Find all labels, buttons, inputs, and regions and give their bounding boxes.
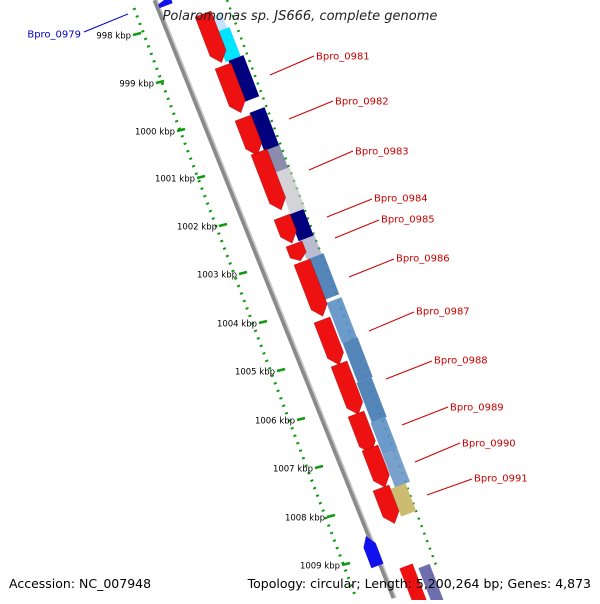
gene-label-leader xyxy=(269,55,315,76)
ruler-tick-mark xyxy=(341,561,351,567)
gene-label[interactable]: Bpro_0990 xyxy=(462,439,516,450)
gene-label[interactable]: Bpro_0983 xyxy=(355,147,409,158)
page-title: Polaromonas sp. JS666, complete genome xyxy=(162,9,438,24)
ruler-tick-mark xyxy=(155,79,165,85)
expression-tile xyxy=(249,107,280,152)
gene-label[interactable]: Bpro_0987 xyxy=(416,307,470,318)
expression-tile xyxy=(382,449,410,488)
ruler-tick-mark xyxy=(258,319,268,325)
gene-label-leader xyxy=(308,150,354,171)
gene-label[interactable]: Bpro_0985 xyxy=(381,215,435,226)
forward-gene-arrow xyxy=(399,563,427,604)
gene-track xyxy=(158,0,444,604)
ruler-tick-mark xyxy=(326,513,336,519)
ruler-tick-mark xyxy=(238,270,248,276)
reverse-gene-arrow xyxy=(363,536,384,569)
gene-label[interactable]: Bpro_0991 xyxy=(474,474,528,485)
gene-label[interactable]: Bpro_0989 xyxy=(450,403,504,414)
genome-summary-text: Topology: circular; Length: 5,200,264 bp… xyxy=(247,576,591,591)
ruler-tick-mark xyxy=(314,464,324,470)
ruler-tick-label: 1006 kbp xyxy=(255,417,295,427)
expression-tile xyxy=(264,145,289,174)
reverse-gene-arrow xyxy=(158,0,173,9)
ruler-tick-label: 1000 kbp xyxy=(135,128,175,138)
gene-label[interactable]: Bpro_0984 xyxy=(374,194,428,205)
gene-labels: Bpro_0979 Bpro_0981 Bpro_0982 Bpro_0983 Bpro… xyxy=(27,13,528,496)
accession-text: Accession: NC_007948 xyxy=(9,576,152,591)
forward-gene-arrow xyxy=(194,10,227,63)
gene-label-leader xyxy=(426,478,473,496)
ruler-ticks: 998 kbp 999 kbp 1000 kbp 1001 kbp 1002 kbp 10… xyxy=(96,31,351,572)
ruler-tick-label: 999 kbp xyxy=(119,80,154,90)
forward-gene-arrow xyxy=(250,148,286,211)
forward-gene-arrow xyxy=(293,258,328,317)
ruler-tick-mark xyxy=(196,174,206,180)
ruler-tick-label: 998 kbp xyxy=(96,32,131,42)
expression-tile xyxy=(326,297,357,344)
gene-label[interactable]: Bpro_0986 xyxy=(396,254,450,265)
ruler-tick-label: 1007 kbp xyxy=(273,465,313,475)
forward-gene-arrow xyxy=(285,240,307,262)
expression-tile xyxy=(228,55,260,102)
forward-gene-arrow xyxy=(361,444,390,488)
gene-label[interactable]: Bpro_0988 xyxy=(434,356,488,367)
ruler-tick-label: 1002 kbp xyxy=(177,223,217,233)
gene-label-leader xyxy=(401,406,449,426)
forward-gene-arrow xyxy=(273,213,297,244)
ruler-tick-label: 1003 kbp xyxy=(197,271,237,281)
gene-label[interactable]: Bpro_0979 xyxy=(27,30,81,41)
ruler-track xyxy=(132,7,358,599)
expression-tile xyxy=(356,377,387,423)
expression-tile xyxy=(288,209,314,242)
ruler-tick-label: 1009 kbp xyxy=(300,562,340,572)
gene-label-leader xyxy=(334,219,380,239)
expression-tile xyxy=(214,27,241,63)
expression-tile xyxy=(274,167,306,214)
ruler-tick-mark xyxy=(218,222,228,228)
forward-gene-arrow xyxy=(313,316,344,366)
expression-tile xyxy=(418,563,444,604)
expression-tile xyxy=(308,253,340,300)
gene-label[interactable]: Bpro_0982 xyxy=(335,97,389,108)
forward-gene-arrow xyxy=(234,114,263,156)
ruler-tick-label: 1005 kbp xyxy=(235,368,275,378)
expression-tile xyxy=(342,337,373,383)
forward-gene-arrow xyxy=(372,484,400,524)
gene-label[interactable]: Bpro_0981 xyxy=(316,52,370,63)
ruler-tick-mark xyxy=(132,31,142,37)
forward-gene-arrow xyxy=(214,62,246,114)
gene-label-leader xyxy=(368,311,415,332)
ruler-tick-mark xyxy=(176,127,186,133)
expression-tile xyxy=(370,417,398,455)
gene-label-leader xyxy=(83,13,129,33)
forward-gene-arrow xyxy=(330,360,364,415)
genome-backbone xyxy=(152,0,397,599)
ruler-tick-mark xyxy=(276,367,286,373)
gene-label-leader xyxy=(348,258,395,278)
ruler-tick-label: 1001 kbp xyxy=(155,175,195,185)
gene-label-leader xyxy=(326,198,373,218)
gene-label-leader xyxy=(385,360,433,380)
gene-label-leader xyxy=(414,442,461,463)
gene-label-leader xyxy=(288,100,334,120)
ruler-tick-mark xyxy=(296,416,306,422)
expression-tile xyxy=(390,483,417,517)
ruler-tick-label: 1008 kbp xyxy=(285,514,325,524)
genome-backbone-highlight xyxy=(156,0,397,599)
ruler-tick-label: 1004 kbp xyxy=(217,320,257,330)
